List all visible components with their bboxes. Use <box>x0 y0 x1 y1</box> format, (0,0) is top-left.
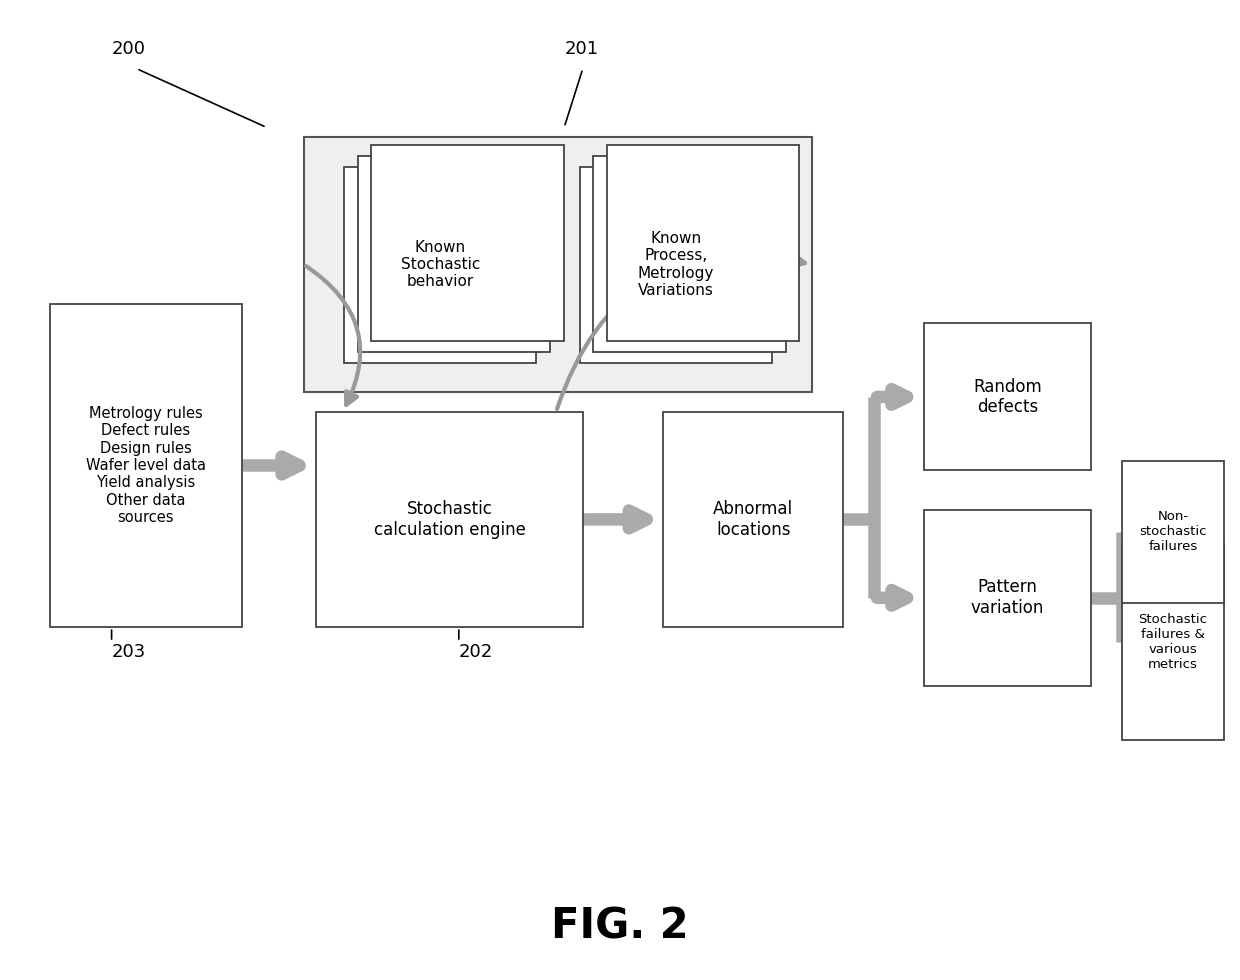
FancyBboxPatch shape <box>1122 544 1224 740</box>
Text: 202: 202 <box>459 643 494 661</box>
Text: Abnormal
locations: Abnormal locations <box>713 500 794 539</box>
FancyArrowPatch shape <box>139 70 264 126</box>
Text: 203: 203 <box>112 643 146 661</box>
Text: 201: 201 <box>564 40 599 58</box>
Text: Pattern
variation: Pattern variation <box>971 578 1044 617</box>
FancyBboxPatch shape <box>608 145 800 341</box>
FancyBboxPatch shape <box>924 323 1091 470</box>
Text: Non-
stochastic
failures: Non- stochastic failures <box>1140 511 1207 553</box>
Text: Metrology rules
Defect rules
Design rules
Wafer level data
Yield analysis
Other : Metrology rules Defect rules Design rule… <box>86 406 206 525</box>
FancyBboxPatch shape <box>50 304 242 627</box>
FancyBboxPatch shape <box>924 510 1091 686</box>
Text: Stochastic
failures &
various
metrics: Stochastic failures & various metrics <box>1138 612 1208 671</box>
FancyArrowPatch shape <box>565 72 582 124</box>
FancyBboxPatch shape <box>343 167 536 363</box>
FancyBboxPatch shape <box>357 156 551 352</box>
Text: 200: 200 <box>112 40 145 58</box>
Text: Random
defects: Random defects <box>973 377 1042 416</box>
FancyArrowPatch shape <box>306 267 360 405</box>
Text: Known
Process,
Metrology
Variations: Known Process, Metrology Variations <box>637 231 714 298</box>
Text: Stochastic
calculation engine: Stochastic calculation engine <box>373 500 526 539</box>
FancyArrowPatch shape <box>557 255 805 409</box>
FancyBboxPatch shape <box>594 156 786 352</box>
FancyBboxPatch shape <box>1122 461 1224 603</box>
FancyBboxPatch shape <box>304 137 812 392</box>
Text: FIG. 2: FIG. 2 <box>552 906 688 947</box>
FancyBboxPatch shape <box>580 167 771 363</box>
FancyBboxPatch shape <box>372 145 563 341</box>
FancyBboxPatch shape <box>316 412 583 627</box>
Text: Known
Stochastic
behavior: Known Stochastic behavior <box>401 240 480 289</box>
FancyBboxPatch shape <box>663 412 843 627</box>
